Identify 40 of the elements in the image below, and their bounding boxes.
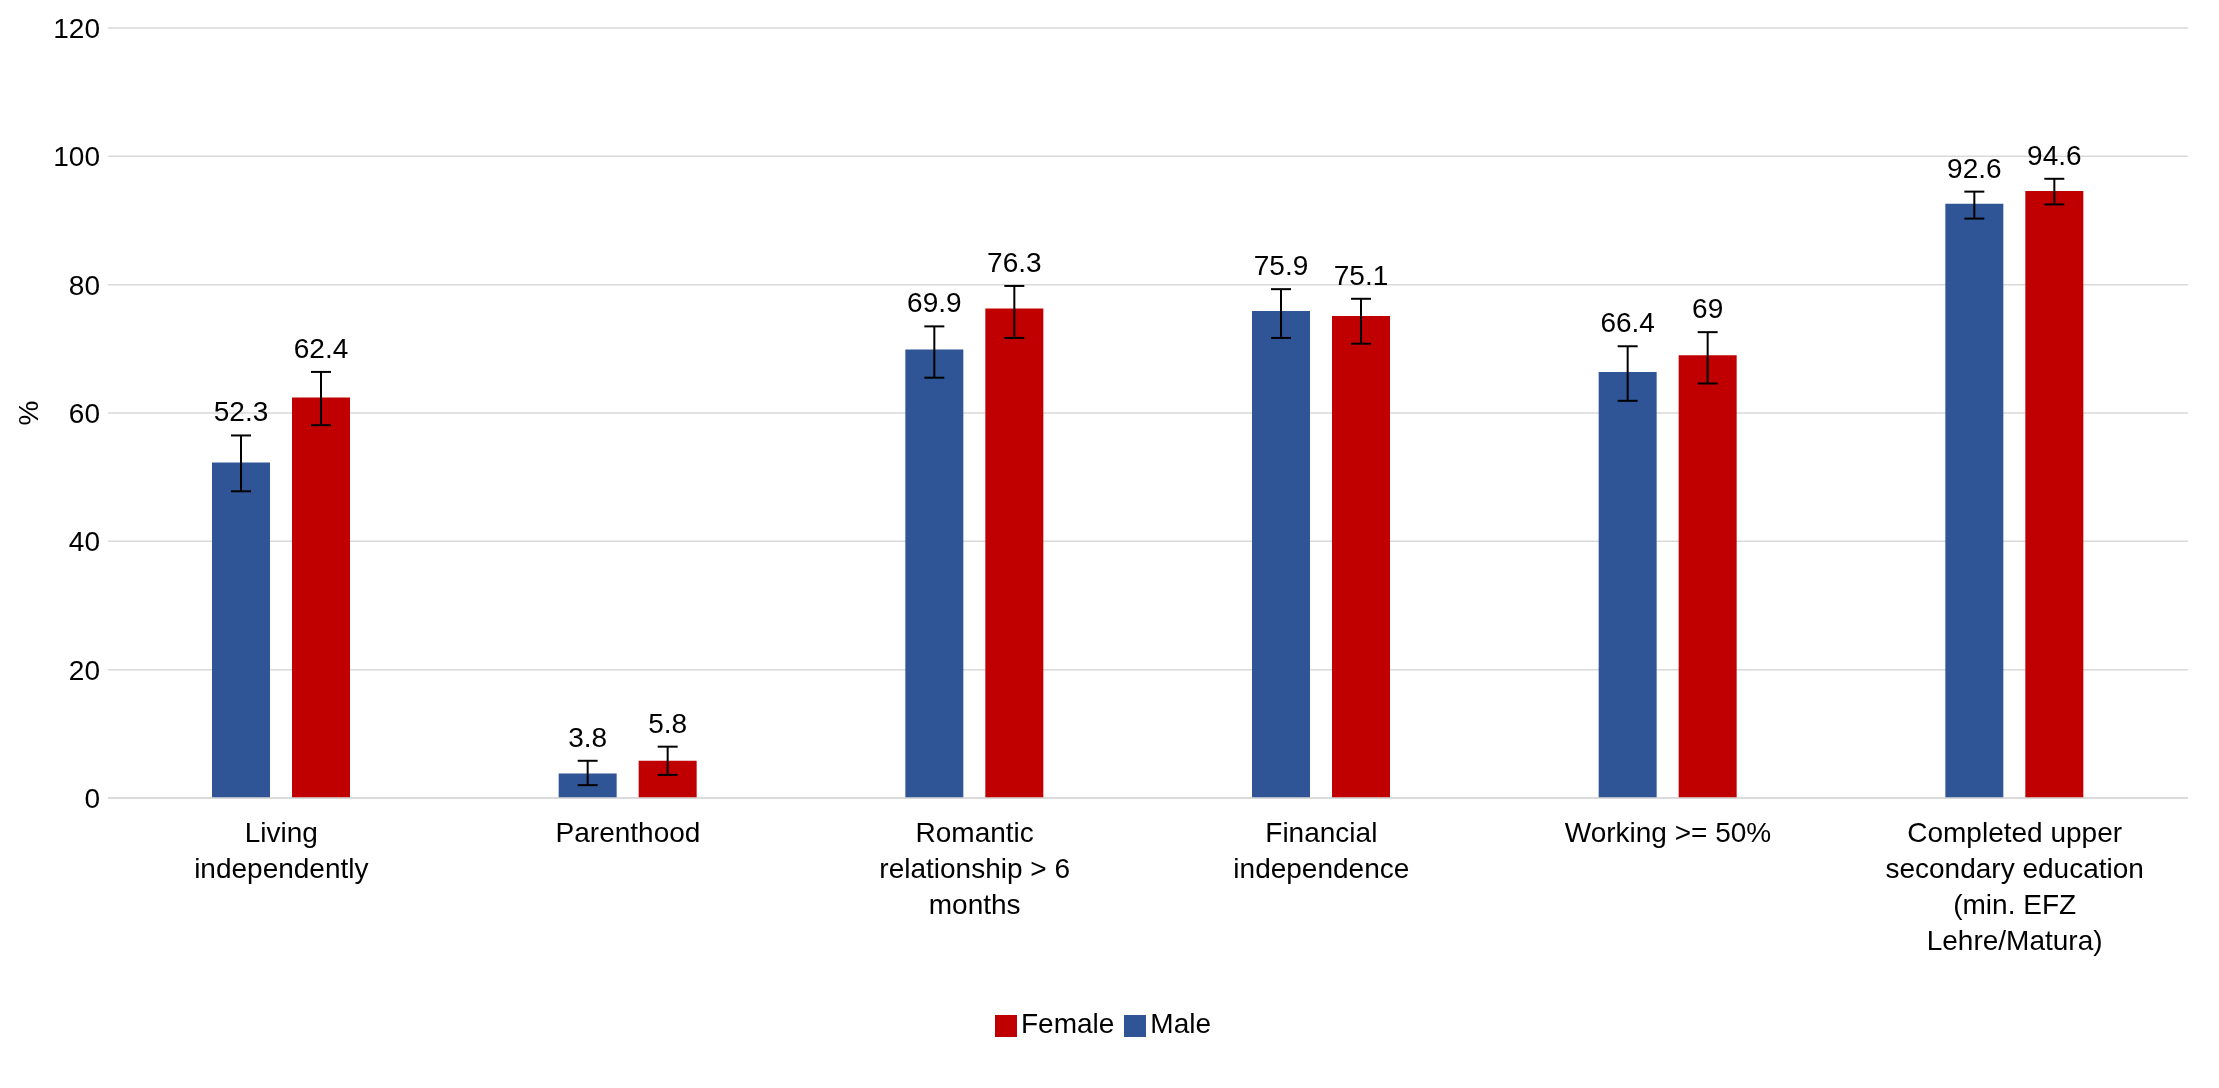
y-tick-label: 100	[53, 141, 100, 173]
data-label: 66.4	[1600, 307, 1655, 339]
legend-label: Female	[1020, 1008, 1115, 1039]
y-tick-label: 0	[84, 782, 100, 814]
data-label: 3.8	[568, 721, 608, 753]
data-label: 94.6	[2027, 139, 2082, 171]
data-label: 92.6	[1947, 152, 2002, 184]
x-tick-label: Parenthood	[555, 817, 701, 848]
bar	[905, 349, 964, 798]
data-label: 69	[1692, 293, 1724, 325]
x-tick-label: Financial independence	[1233, 817, 1410, 884]
data-label: 75.1	[1333, 259, 1389, 291]
y-tick-label: 40	[68, 526, 100, 558]
bar	[1252, 310, 1310, 798]
bar	[212, 462, 270, 798]
x-tick-label: Living independently	[194, 817, 369, 884]
data-label: 52.3	[213, 396, 269, 428]
bar	[1332, 316, 1390, 798]
data-label: 76.3	[987, 246, 1042, 278]
bar	[638, 760, 697, 798]
y-tick-label: 120	[53, 12, 100, 44]
bar	[292, 397, 350, 798]
x-tick-label: Completed upper secondary education (min. EFZ Lehre/Matura)	[1885, 817, 2144, 956]
bar	[558, 773, 617, 798]
y-tick-label: 80	[68, 269, 100, 301]
y-tick-label: 20	[68, 654, 100, 686]
x-tick-label: Romantic relationship > 6 months	[879, 817, 1071, 920]
data-label: 62.4	[293, 332, 349, 364]
y-axis-title: %	[12, 400, 44, 426]
legend-label: Male	[1150, 1008, 1212, 1039]
data-label: 5.8	[648, 707, 688, 739]
bar	[985, 308, 1044, 798]
bar	[1598, 371, 1657, 798]
x-tick-label: Working >= 50%	[1564, 817, 1772, 848]
data-label: 75.9	[1253, 250, 1309, 282]
bar	[1678, 355, 1737, 798]
y-tick-label: 60	[68, 397, 100, 429]
data-label: 69.9	[907, 287, 962, 319]
bar	[2025, 190, 2084, 798]
bar	[1945, 203, 2004, 798]
